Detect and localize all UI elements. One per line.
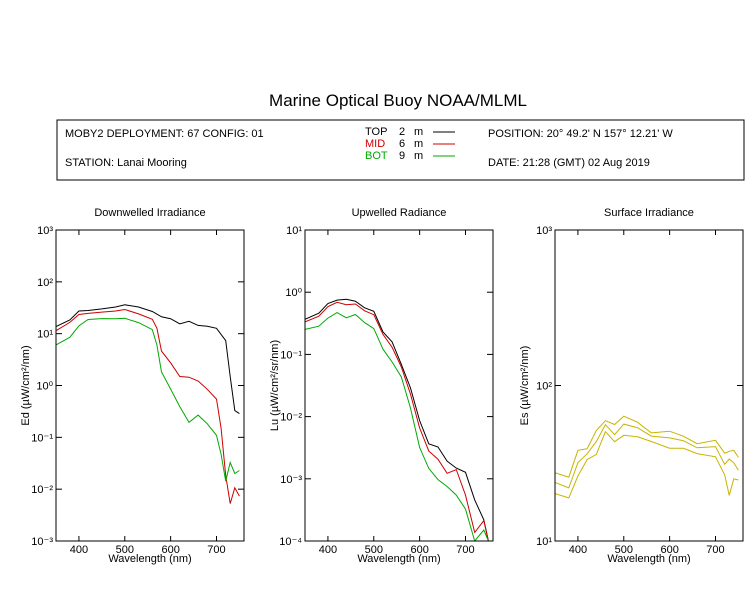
- series-ed-top: [56, 304, 240, 415]
- series-lu-bot: [305, 312, 489, 541]
- ylabel-lu: Lu (µW/cm²/sr/nm): [269, 340, 281, 431]
- xlabel-ed: Wavelength (nm): [108, 553, 191, 565]
- ytick-label-lu-2: 10⁻²: [280, 412, 302, 424]
- panel-lu: 400 500 600 700 10⁻⁴ 10⁻³ 10⁻² 10⁻¹ 10⁰ 10¹ Upwell…: [269, 207, 494, 565]
- series-es-es3: [555, 430, 739, 499]
- panel-es: 400 500 600 700 10¹ 10² 10³ Surface Irradiance W…: [519, 207, 744, 565]
- panel-title-es: Surface Irradiance: [604, 207, 694, 219]
- series-ed-mid: [56, 308, 240, 504]
- ytick-label-lu-4: 10⁰: [285, 287, 302, 299]
- legend-top-unit: m: [414, 126, 423, 138]
- legend-mid-depth: 6: [399, 138, 405, 150]
- legend-bot-unit: m: [414, 150, 423, 162]
- plot-frame-lu: [304, 229, 494, 542]
- ytick-label-ed-6: 10³: [37, 225, 53, 237]
- series-es-es1: [555, 415, 739, 478]
- legend-top-depth: 2: [399, 126, 405, 138]
- station-label: STATION: Lanai Mooring: [65, 157, 187, 169]
- xlabel-lu: Wavelength (nm): [357, 553, 440, 565]
- series-ed-bot: [56, 317, 240, 482]
- plot-frame-ed: [55, 229, 245, 542]
- ytick-label-lu-0: 10⁻⁴: [279, 536, 302, 548]
- xtick-label-lu-600: 600: [410, 544, 428, 556]
- ylabel-ed: Ed (µW/cm²/nm): [20, 345, 32, 425]
- ylabel-es: Es (µW/cm²/nm): [519, 346, 531, 426]
- ytick-label-es-0: 10¹: [536, 536, 552, 548]
- xtick-label-es-400: 400: [569, 544, 587, 556]
- date-label: DATE: 21:28 (GMT) 02 Aug 2019: [488, 157, 650, 169]
- xtick-label-lu-400: 400: [319, 544, 337, 556]
- series-lu-top: [305, 298, 489, 541]
- legend: TOP 2 m MID 6 m BOT 9 m: [365, 126, 455, 162]
- xlabel-es: Wavelength (nm): [607, 553, 690, 565]
- legend-mid-unit: m: [414, 138, 423, 150]
- ytick-label-es-2: 10³: [536, 225, 552, 237]
- xtick-label-lu-700: 700: [456, 544, 474, 556]
- legend-bot-depth: 9: [399, 150, 405, 162]
- ytick-label-es-1: 10²: [536, 381, 552, 393]
- legend-mid-name: MID: [365, 138, 385, 150]
- info-box: [56, 119, 745, 181]
- ytick-label-ed-3: 10⁰: [36, 381, 53, 393]
- ytick-label-ed-2: 10⁻¹: [31, 432, 53, 444]
- ytick-label-ed-5: 10²: [37, 277, 53, 289]
- xtick-label-es-600: 600: [660, 544, 678, 556]
- deployment-label: MOBY2 DEPLOYMENT: 67 CONFIG: 01: [65, 128, 264, 140]
- panel-title-ed: Downwelled Irradiance: [94, 207, 205, 219]
- plot-frame-es: [554, 229, 744, 542]
- ytick-label-ed-0: 10⁻³: [31, 536, 53, 548]
- xtick-label-es-500: 500: [615, 544, 633, 556]
- xtick-label-ed-400: 400: [70, 544, 88, 556]
- ytick-label-lu-5: 10¹: [286, 225, 302, 237]
- xtick-label-es-700: 700: [706, 544, 724, 556]
- ytick-label-ed-1: 10⁻²: [31, 484, 53, 496]
- panel-title-lu: Upwelled Radiance: [352, 207, 447, 219]
- xtick-label-ed-500: 500: [116, 544, 134, 556]
- xtick-label-lu-500: 500: [365, 544, 383, 556]
- legend-bot-name: BOT: [365, 150, 388, 162]
- xtick-label-ed-700: 700: [207, 544, 225, 556]
- legend-top-name: TOP: [365, 126, 387, 138]
- panel-ed: 400 500 600 700 10⁻³ 10⁻² 10⁻¹ 10⁰ 10¹ 10² 10³ Down…: [20, 207, 245, 565]
- ytick-label-lu-3: 10⁻¹: [280, 349, 302, 361]
- ytick-label-ed-4: 10¹: [37, 329, 53, 341]
- xtick-label-ed-600: 600: [161, 544, 179, 556]
- series-es-es2: [555, 423, 739, 489]
- ytick-label-lu-1: 10⁻³: [280, 474, 302, 486]
- chart-title: Marine Optical Buoy NOAA/MLML: [269, 91, 527, 110]
- series-lu-mid: [305, 301, 489, 541]
- position-label: POSITION: 20° 49.2' N 157° 12.21' W: [488, 128, 673, 140]
